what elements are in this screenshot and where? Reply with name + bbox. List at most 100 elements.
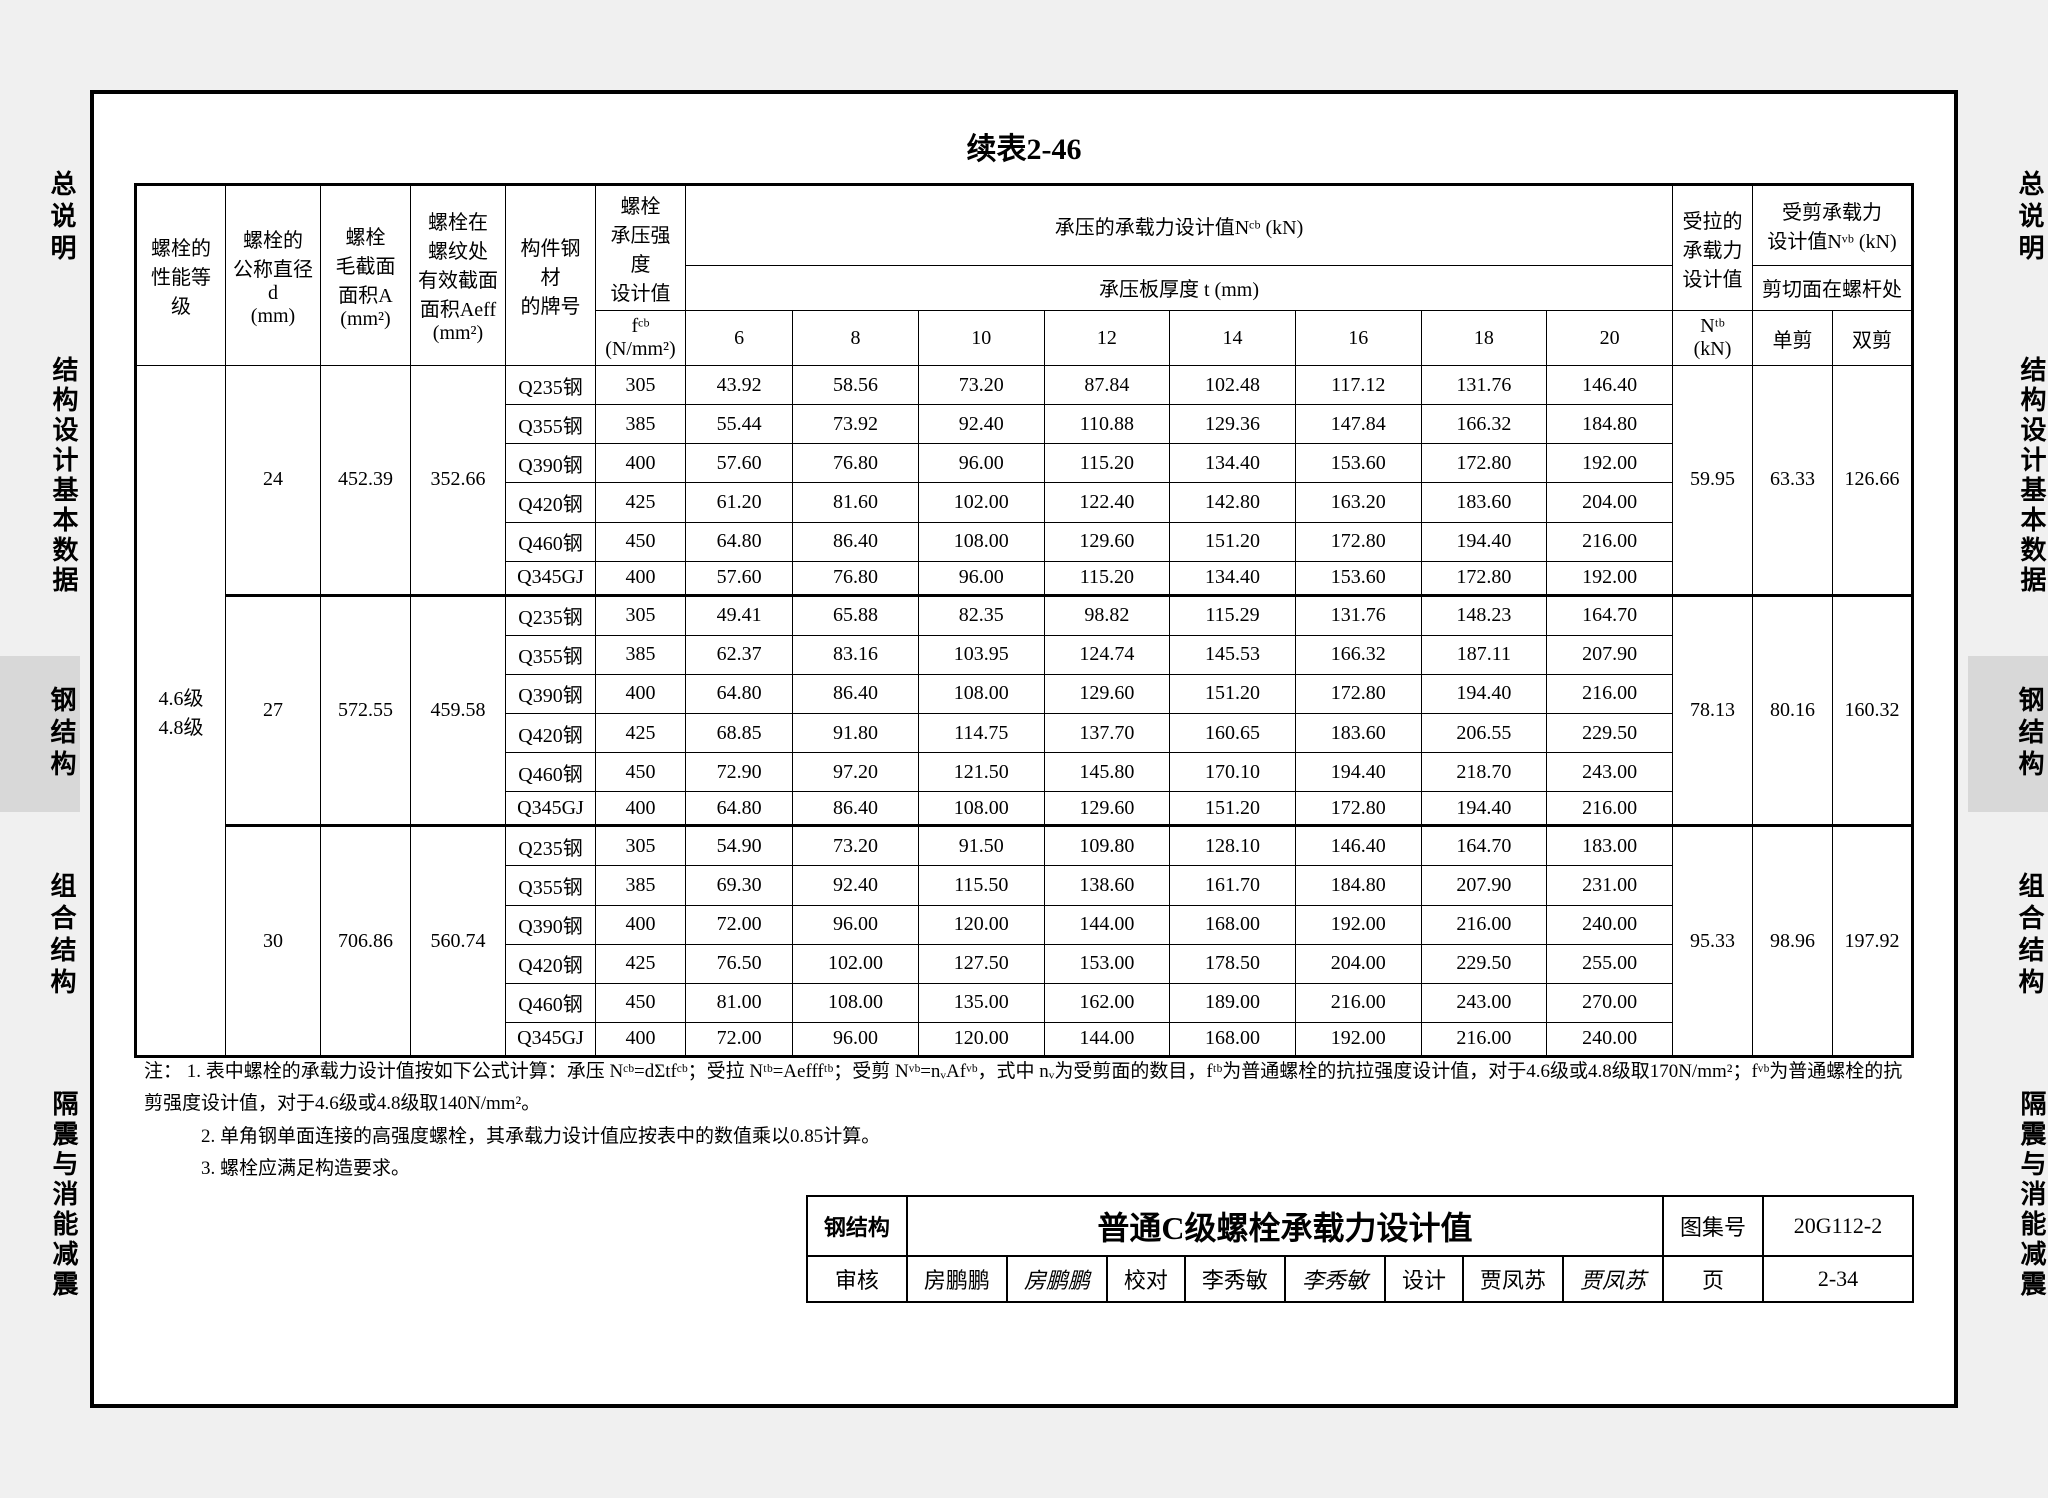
left-side-tabs: 总说明 结构设计基本数据 钢结构 组合结构 隔震与消能减震 <box>0 0 80 1498</box>
cell-value: 145.53 <box>1170 635 1296 674</box>
cell-value: 129.60 <box>1044 522 1170 561</box>
cell-value: 64.80 <box>686 522 793 561</box>
cell-A: 572.55 <box>321 595 411 826</box>
cell-value: 216.00 <box>1547 674 1673 713</box>
cell-value: 64.80 <box>686 674 793 713</box>
cell-value: 108.00 <box>918 674 1044 713</box>
cell-fc: 400 <box>596 792 686 826</box>
cell-value: 129.36 <box>1170 405 1296 444</box>
cell-value: 92.40 <box>793 866 919 905</box>
hdr-Aeff: 螺栓在螺纹处有效截面面积Aeff(mm²) <box>411 185 506 366</box>
cell-value: 86.40 <box>793 792 919 826</box>
cell-Aeff: 459.58 <box>411 595 506 826</box>
cell-value: 229.50 <box>1421 944 1547 983</box>
cell-value: 184.80 <box>1547 405 1673 444</box>
cell-value: 184.80 <box>1295 866 1421 905</box>
cell-value: 172.80 <box>1421 561 1547 595</box>
cell-value: 166.32 <box>1421 405 1547 444</box>
tb-页: 页 <box>1663 1256 1763 1302</box>
cell-value: 168.00 <box>1170 1022 1296 1056</box>
cell-value: 162.00 <box>1044 983 1170 1022</box>
cell-d: 24 <box>226 366 321 596</box>
hdr-t10: 10 <box>918 311 1044 366</box>
cell-value: 144.00 <box>1044 905 1170 944</box>
cell-value: 206.55 <box>1421 714 1547 753</box>
cell-fc: 385 <box>596 635 686 674</box>
hdr-fc-top: 螺栓承压强度设计值 <box>596 185 686 311</box>
cell-value: 91.50 <box>918 826 1044 866</box>
cell-value: 172.80 <box>1295 522 1421 561</box>
table-row: 27572.55459.58Q235钢30549.4165.8882.3598.… <box>136 595 1913 635</box>
cell-value: 243.00 <box>1421 983 1547 1022</box>
hdr-single: 单剪 <box>1753 311 1833 366</box>
cell-fc: 450 <box>596 983 686 1022</box>
note-3: 3. 螺栓应满足构造要求。 <box>201 1158 410 1179</box>
hdr-t16: 16 <box>1295 311 1421 366</box>
cell-value: 64.80 <box>686 792 793 826</box>
cell-value: 164.70 <box>1547 595 1673 635</box>
cell-value: 76.50 <box>686 944 793 983</box>
cell-A: 706.86 <box>321 826 411 1057</box>
cell-value: 231.00 <box>1547 866 1673 905</box>
cell-value: 216.00 <box>1421 905 1547 944</box>
cell-value: 127.50 <box>918 944 1044 983</box>
table-row: 4.6级4.8级24452.39352.66Q235钢30543.9258.56… <box>136 366 1913 405</box>
cell-value: 86.40 <box>793 674 919 713</box>
cell-steel: Q390钢 <box>506 674 596 713</box>
cell-value: 108.00 <box>918 522 1044 561</box>
cell-value: 115.50 <box>918 866 1044 905</box>
tab-basic-data-r: 结构设计基本数据 <box>1968 326 2048 626</box>
cell-Nt: 95.33 <box>1673 826 1753 1057</box>
cell-value: 120.00 <box>918 905 1044 944</box>
cell-value: 62.37 <box>686 635 793 674</box>
cell-steel: Q235钢 <box>506 826 596 866</box>
cell-value: 146.40 <box>1547 366 1673 405</box>
cell-steel: Q420钢 <box>506 714 596 753</box>
cell-value: 61.20 <box>686 483 793 522</box>
cell-value: 144.00 <box>1044 1022 1170 1056</box>
tb-页号: 2-34 <box>1763 1256 1913 1302</box>
cell-value: 55.44 <box>686 405 793 444</box>
cell-value: 97.20 <box>793 753 919 792</box>
tab-steel-r: 钢结构 <box>1968 656 2048 812</box>
cell-Nv2: 126.66 <box>1833 366 1913 596</box>
hdr-bearing: 承压的承载力设计值Nᶜᵇ (kN) <box>686 185 1673 266</box>
cell-value: 151.20 <box>1170 674 1296 713</box>
tb-审核签: 房鹏鹏 <box>1007 1256 1107 1302</box>
tab-general: 总说明 <box>0 140 80 296</box>
cell-Nv2: 197.92 <box>1833 826 1913 1057</box>
cell-value: 178.50 <box>1170 944 1296 983</box>
cell-value: 146.40 <box>1295 826 1421 866</box>
cell-value: 108.00 <box>918 792 1044 826</box>
notes-label: 注： <box>144 1061 182 1082</box>
cell-fc: 400 <box>596 674 686 713</box>
tab-damping: 隔震与消能减震 <box>0 1060 80 1330</box>
cell-value: 49.41 <box>686 595 793 635</box>
cell-value: 115.20 <box>1044 561 1170 595</box>
cell-value: 192.00 <box>1547 444 1673 483</box>
cell-value: 57.60 <box>686 444 793 483</box>
cell-value: 216.00 <box>1547 792 1673 826</box>
table-row: 30706.86560.74Q235钢30554.9073.2091.50109… <box>136 826 1913 866</box>
tb-设计人: 贾凤苏 <box>1463 1256 1563 1302</box>
cell-steel: Q355钢 <box>506 635 596 674</box>
cell-fc: 425 <box>596 714 686 753</box>
cell-fc: 450 <box>596 522 686 561</box>
cell-value: 153.60 <box>1295 444 1421 483</box>
cell-value: 153.00 <box>1044 944 1170 983</box>
cell-fc: 450 <box>596 753 686 792</box>
hdr-tension-top: 受拉的承载力设计值 <box>1673 185 1753 311</box>
cell-value: 183.60 <box>1295 714 1421 753</box>
cell-fc: 385 <box>596 405 686 444</box>
cell-d: 30 <box>226 826 321 1057</box>
cell-steel: Q460钢 <box>506 983 596 1022</box>
hdr-steel: 构件钢材的牌号 <box>506 185 596 366</box>
hdr-A: 螺栓毛截面面积A(mm²) <box>321 185 411 366</box>
tab-composite-r: 组合结构 <box>1968 842 2048 1030</box>
cell-Nv1: 80.16 <box>1753 595 1833 826</box>
hdr-thickness: 承压板厚度 t (mm) <box>686 265 1673 310</box>
cell-value: 108.00 <box>793 983 919 1022</box>
cell-value: 172.80 <box>1295 674 1421 713</box>
cell-value: 183.60 <box>1421 483 1547 522</box>
cell-value: 131.76 <box>1295 595 1421 635</box>
